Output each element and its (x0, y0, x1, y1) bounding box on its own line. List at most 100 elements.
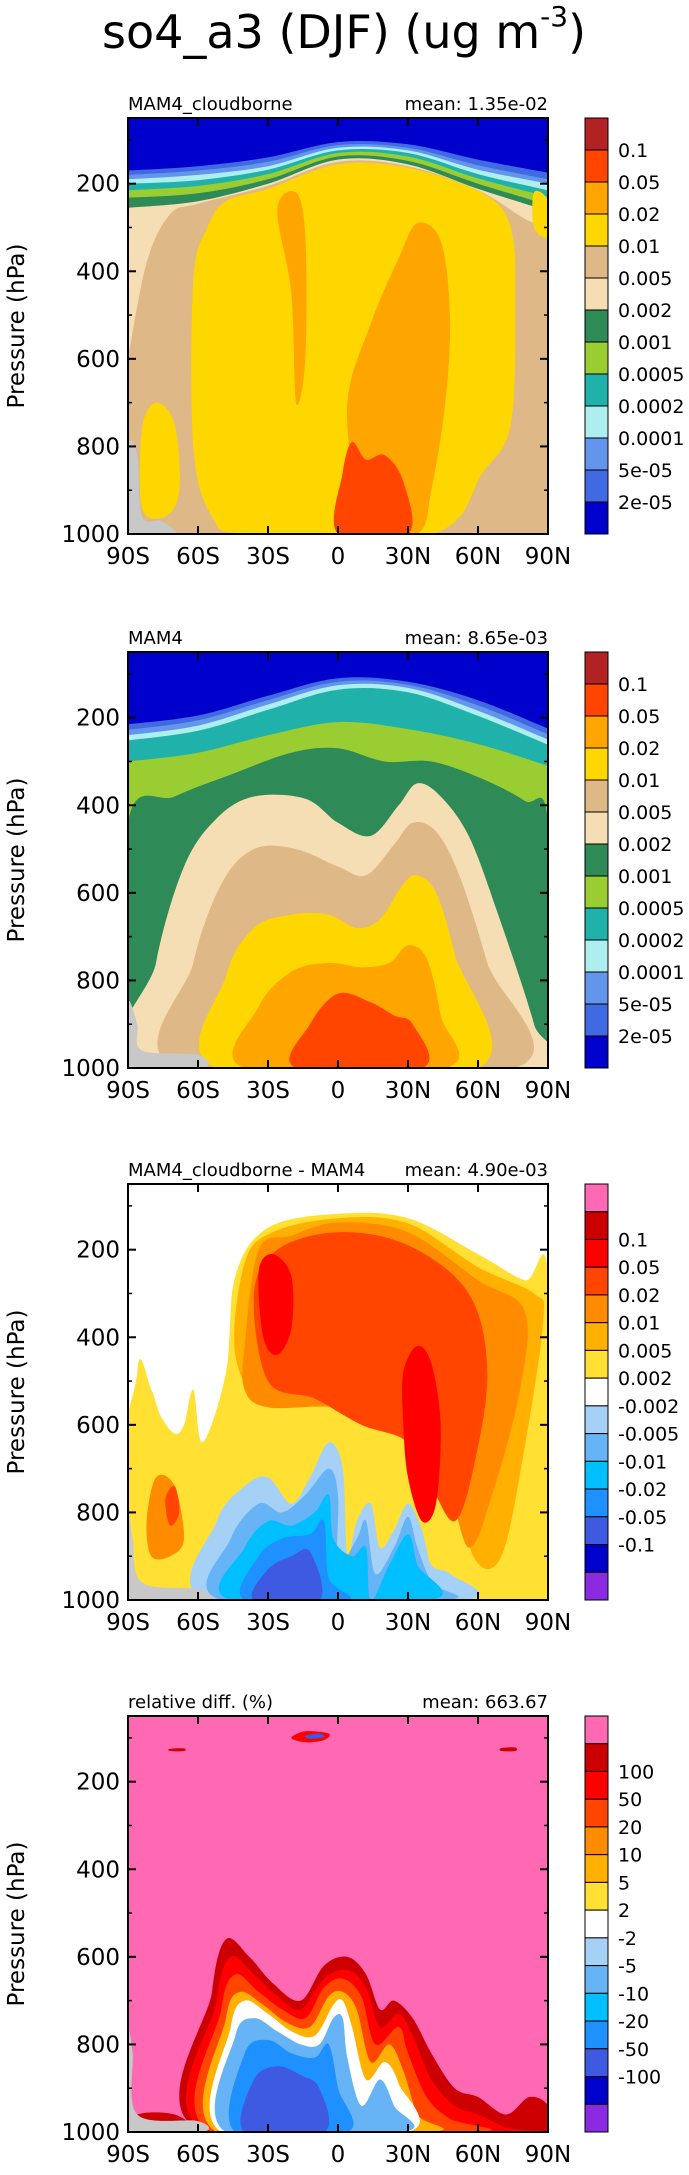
colorbar-label: 0.1 (618, 674, 648, 696)
colorbar-label: -2 (618, 1928, 637, 1950)
panel-title: MAM4 (128, 628, 183, 649)
figure-title-close: ) (568, 5, 586, 59)
y-tick-label: 200 (76, 1238, 120, 1264)
y-tick-label: 800 (76, 434, 120, 460)
colorbar-label: 0.005 (618, 1340, 672, 1362)
y-tick-label: 600 (76, 1413, 120, 1439)
colorbar: 0.1 0.05 0.02 0.01 0.005 0.002 -0.002 -0.005 -0.… (584, 1183, 679, 1601)
x-tick-label: 60S (176, 2142, 220, 2168)
colorbar-label: 100 (618, 1761, 654, 1783)
x-tick-label: 30N (385, 1078, 431, 1104)
colorbar-swatch (584, 1937, 609, 1967)
colorbar-swatch (584, 1881, 609, 1911)
x-tick-label: 90N (525, 2142, 571, 2168)
y-tick-label: 400 (76, 793, 120, 819)
x-tick-label: 60S (176, 1078, 220, 1104)
colorbar-label: 0.0002 (618, 396, 684, 418)
colorbar-label: 0.01 (618, 770, 660, 792)
colorbar-label: -0.002 (618, 1396, 679, 1418)
colorbar-label: -0.05 (618, 1507, 667, 1529)
panel-mean: mean: 8.65e-03 (405, 628, 548, 649)
colorbar-label: 0.002 (618, 300, 672, 322)
colorbar-label: 2e-05 (618, 1026, 673, 1048)
y-tick-label: 600 (76, 347, 120, 373)
colorbar-swatch (584, 651, 609, 685)
x-tick-label: 90N (525, 1078, 571, 1104)
colorbar-label: 0.02 (618, 738, 660, 760)
panel-3: MAM4_cloudborne - MAM4 mean: 4.90e-03 200 4… (4, 1160, 679, 1636)
colorbar: 0.1 0.05 0.02 0.01 0.005 0.002 0.001 0.0005 0.00… (584, 117, 684, 535)
colorbar-label: 0.05 (618, 706, 660, 728)
colorbar-label: -0.1 (618, 1535, 655, 1557)
colorbar-swatch (584, 811, 609, 845)
figure-title-main: so4_a3 (DJF) (ug m (102, 5, 540, 59)
colorbar-swatch (584, 469, 609, 503)
x-tick-label: 30S (246, 1610, 290, 1636)
y-axis-label: Pressure (hPa) (4, 1842, 30, 2007)
colorbar-label: 0.05 (618, 172, 660, 194)
contour-field (128, 652, 548, 1068)
y-tick-label: 1000 (61, 2120, 120, 2146)
colorbar-swatch (584, 1770, 609, 1800)
contour-fill-12 (128, 1000, 209, 1068)
colorbar-swatch (584, 2020, 609, 2050)
y-tick-label: 1000 (61, 522, 120, 548)
contour-fill-16 (128, 440, 176, 534)
colorbar-swatch (584, 1405, 609, 1435)
colorbar-swatch (584, 1211, 609, 1240)
colorbar-swatch (584, 971, 609, 1005)
y-tick-label: 1000 (61, 1056, 120, 1082)
colorbar-swatch (584, 2048, 609, 2078)
y-tick-label: 200 (76, 1770, 120, 1796)
contour-fill-15 (532, 190, 548, 238)
colorbar-label: 0.0002 (618, 930, 684, 952)
x-tick-label: 0 (331, 1610, 346, 1636)
colorbar-label: 0.01 (618, 236, 660, 258)
colorbar-swatch (584, 1571, 609, 1601)
colorbar-label: 50 (618, 1789, 642, 1811)
y-axis-label: Pressure (hPa) (4, 1310, 30, 1475)
colorbar-swatch (584, 2103, 609, 2133)
x-tick-label: 90S (106, 1078, 150, 1104)
colorbar-label: -10 (618, 1983, 649, 2005)
x-tick-label: 60N (455, 1610, 501, 1636)
contour-fill-14 (128, 2031, 210, 2132)
colorbar-swatch (584, 907, 609, 941)
colorbar-swatch (584, 1322, 609, 1351)
colorbar-label: 0.1 (618, 1229, 648, 1251)
colorbar-swatch (584, 1488, 609, 1518)
x-tick-label: 30N (385, 544, 431, 570)
panel-4: relative diff. (%) mean: 663.672004006008… (4, 1692, 661, 2168)
panel-mean: mean: 1.35e-02 (405, 94, 548, 115)
x-tick-label: 0 (331, 544, 346, 570)
colorbar-swatch (584, 683, 609, 717)
y-tick-label: 400 (76, 1857, 120, 1883)
y-tick-label: 400 (76, 259, 120, 285)
colorbar-label: 20 (618, 1817, 642, 1839)
colorbar-swatch (584, 779, 609, 813)
y-tick-label: 800 (76, 2032, 120, 2058)
colorbar-label: 0.002 (618, 1368, 672, 1390)
y-tick-label: 400 (76, 1325, 120, 1351)
colorbar-swatch (584, 1003, 609, 1037)
colorbar-swatch (584, 245, 609, 279)
colorbar-swatch (584, 1516, 609, 1546)
colorbar-swatch (584, 2076, 609, 2105)
colorbar-swatch (584, 149, 609, 183)
contour-fill-13 (251, 1549, 323, 1600)
y-tick-label: 1000 (61, 1588, 120, 1614)
colorbar-label: -0.01 (618, 1451, 667, 1473)
colorbar: 100 50 20 10 5 2 -2 -5 -10 -20 -50 -100 (584, 1715, 661, 2133)
contour-fill-13 (346, 222, 451, 534)
contour-fill-9 (240, 2066, 330, 2132)
colorbar-swatch (584, 1433, 609, 1462)
colorbar-label: 0.02 (618, 204, 660, 226)
x-tick-label: 60S (176, 544, 220, 570)
y-axis-label: Pressure (hPa) (4, 244, 30, 409)
colorbar-label: 0.005 (618, 802, 672, 824)
colorbar-swatch (584, 1909, 609, 1939)
colorbar-swatch (584, 309, 609, 343)
contour-fill-6 (402, 1345, 441, 1523)
colorbar-swatch (584, 715, 609, 749)
